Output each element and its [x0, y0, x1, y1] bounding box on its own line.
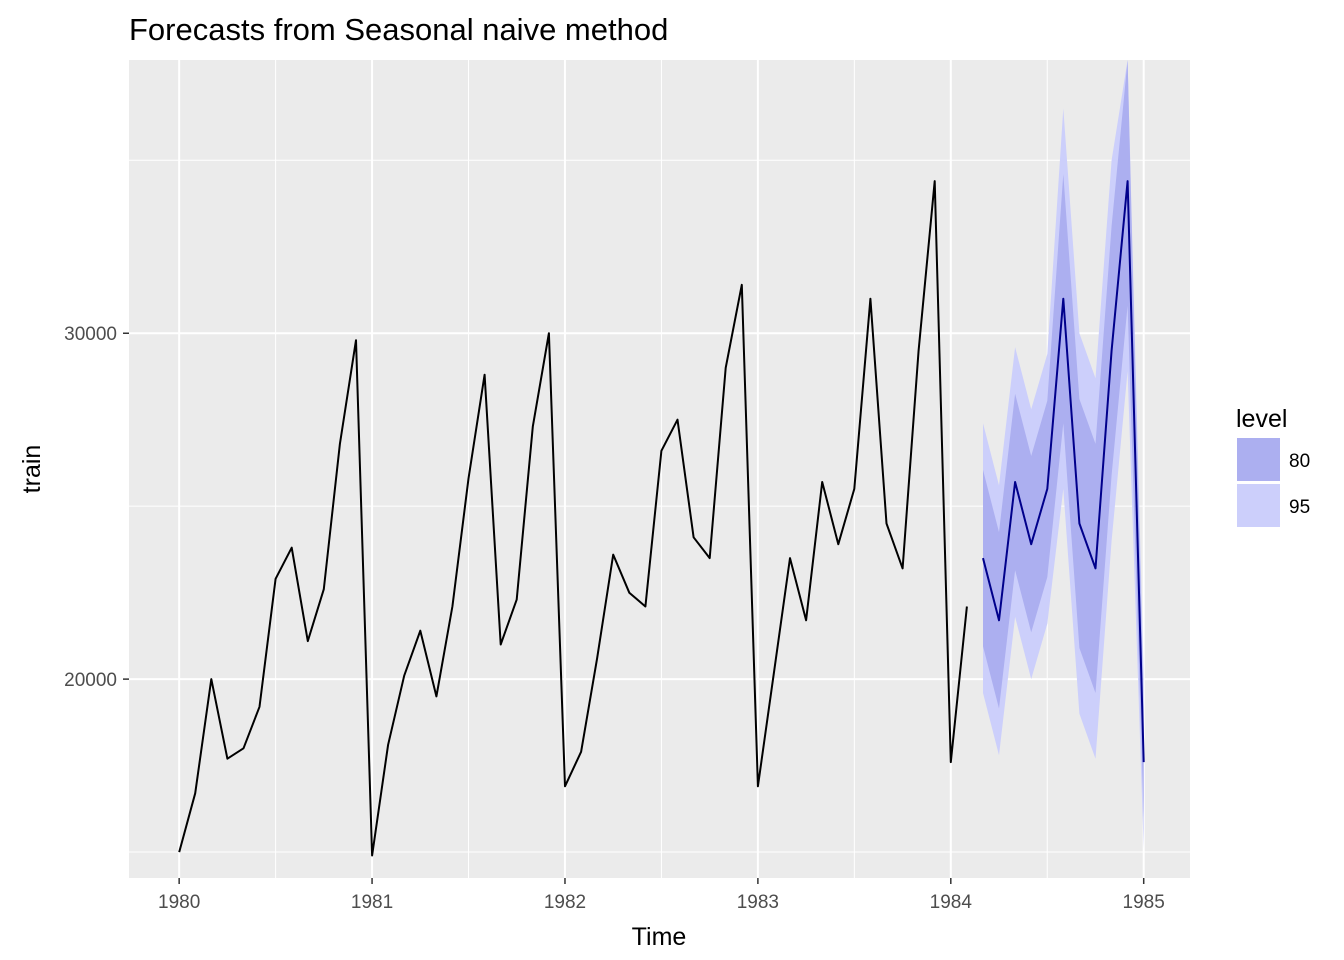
- x-tick-label: 1985: [1123, 892, 1165, 913]
- legend-items: 80 95: [1237, 438, 1310, 527]
- forecast-series-line: [982, 180, 1145, 763]
- observed-series-line: [178, 180, 968, 857]
- legend-key-80: [1237, 438, 1280, 481]
- x-tick-label: 1981: [351, 892, 393, 913]
- interval-95-band: [983, 60, 1144, 849]
- x-tick-label: 1984: [930, 892, 973, 913]
- legend-label-80: 80: [1289, 451, 1310, 472]
- legend-title: level: [1236, 405, 1287, 433]
- series-lines: [178, 180, 1145, 857]
- y-tick-label: 30000: [64, 324, 117, 345]
- x-tick-label: 1983: [737, 892, 779, 913]
- legend: level 80 95: [1236, 405, 1310, 527]
- y-axis-title: train: [18, 445, 46, 494]
- prediction-intervals: [983, 60, 1144, 849]
- x-tick-label: 1980: [158, 892, 200, 913]
- x-tick-label: 1982: [544, 892, 586, 913]
- legend-key-95: [1237, 484, 1280, 527]
- interval-80-band: [983, 60, 1144, 818]
- legend-label-95: 95: [1289, 497, 1310, 518]
- x-axis: 1980 1981 1982 1983 1984 1985: [158, 878, 1165, 913]
- minor-gridlines: [129, 60, 1190, 878]
- chart-title: Forecasts from Seasonal naive method: [129, 12, 668, 47]
- x-axis-title: Time: [632, 923, 687, 951]
- y-axis: 20000 30000: [64, 324, 129, 691]
- major-gridlines: [129, 60, 1190, 878]
- y-tick-label: 20000: [64, 670, 117, 691]
